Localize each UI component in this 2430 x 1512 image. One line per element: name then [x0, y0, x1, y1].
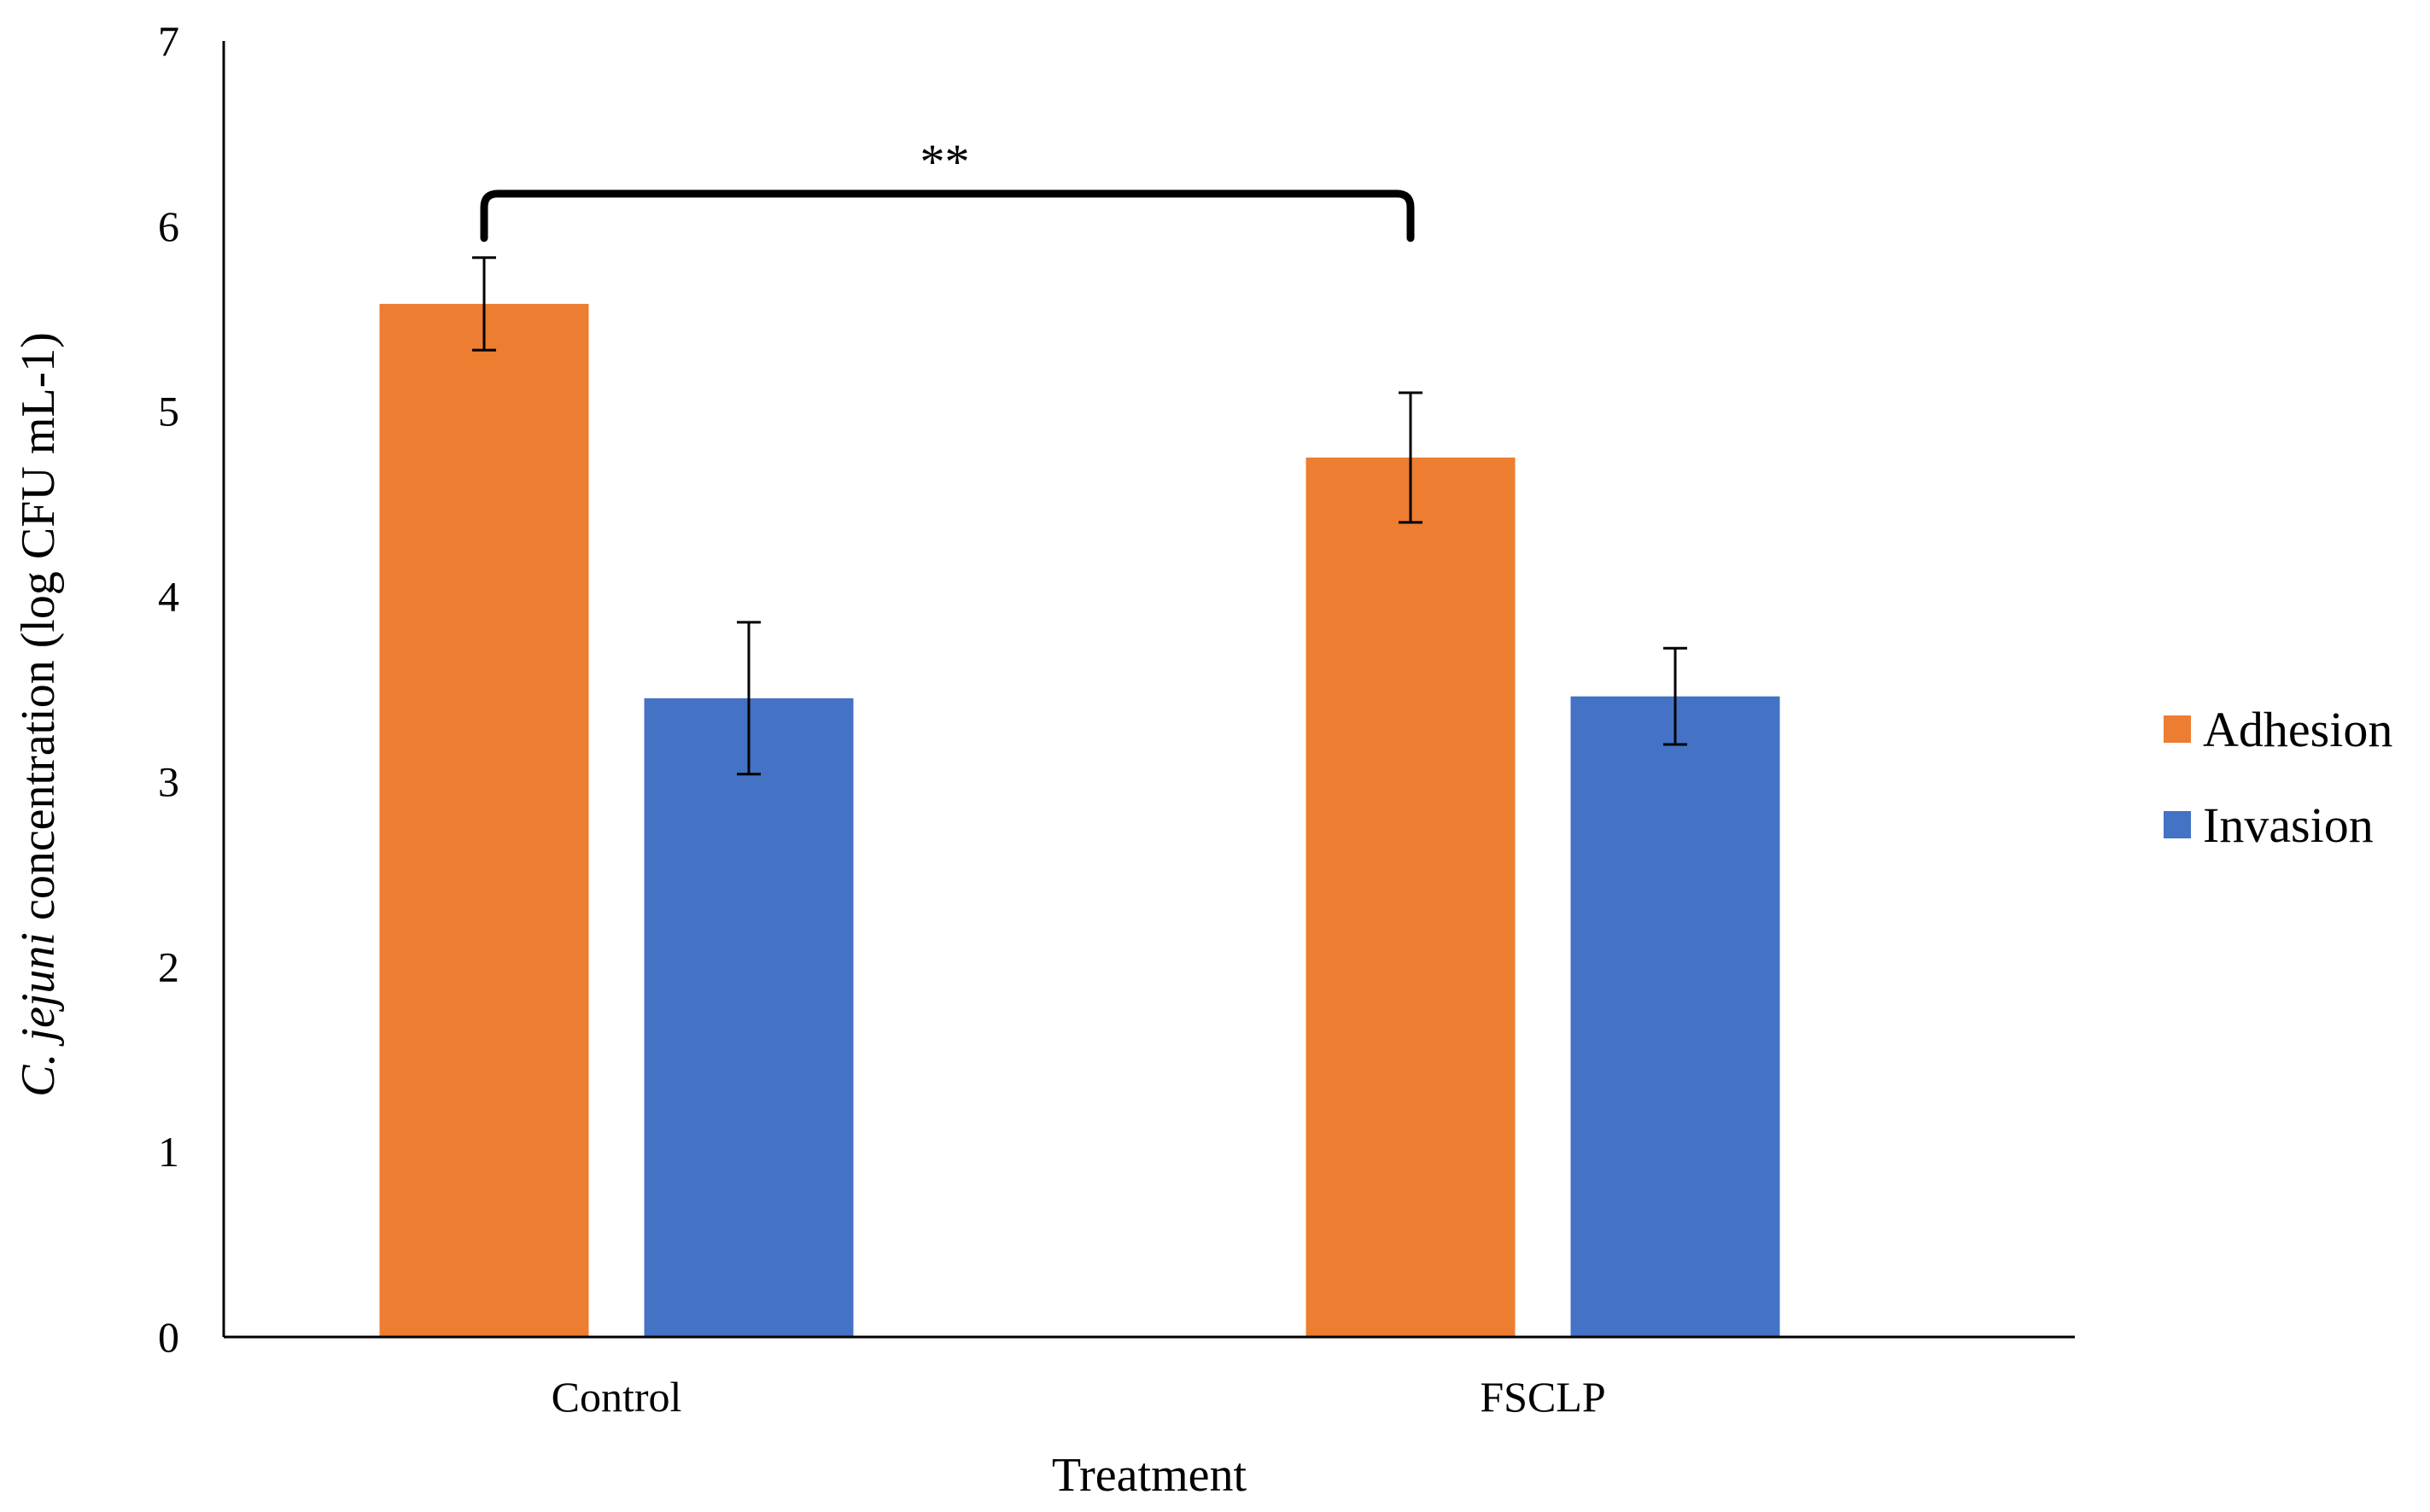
legend: Adhesion Invasion — [2164, 702, 2392, 853]
legend-swatch-adhesion — [2164, 715, 2191, 743]
error-bar — [1399, 391, 1422, 524]
y-tick-label: 7 — [158, 17, 179, 65]
bar-adhesion-control — [379, 303, 589, 1337]
significance-bracket — [480, 190, 1415, 242]
y-axis-title-species: C. jejuni — [12, 932, 65, 1097]
x-tick-label: Control — [552, 1373, 682, 1421]
x-axis-title: Treatment — [1052, 1449, 1247, 1502]
error-bar — [737, 621, 761, 776]
y-tick-label: 6 — [158, 202, 179, 250]
y-tick-label: 3 — [158, 757, 179, 805]
y-tick-label: 0 — [158, 1313, 179, 1361]
y-tick-label: 5 — [158, 388, 179, 435]
bar-invasion-fsclp — [1570, 696, 1780, 1337]
y-axis-ticks: 0 1 2 3 4 5 6 7 — [158, 17, 179, 1361]
legend-label-invasion: Invasion — [2203, 797, 2374, 853]
error-bar — [472, 256, 496, 352]
x-tick-label: FSCLP — [1480, 1373, 1605, 1421]
y-tick-label: 1 — [158, 1128, 179, 1176]
y-axis-title-units: concentration (log CFU mL-1) — [12, 332, 65, 932]
legend-label-adhesion: Adhesion — [2203, 702, 2392, 757]
significance-label: ** — [920, 134, 970, 190]
legend-swatch-invasion — [2164, 811, 2191, 838]
error-bars-group — [472, 256, 1687, 776]
significance-annotation: ** — [480, 134, 1415, 242]
x-axis-ticks: Control FSCLP — [552, 1373, 1606, 1421]
error-bar — [1663, 646, 1687, 746]
y-tick-label: 2 — [158, 943, 179, 990]
bar-invasion-control — [644, 698, 854, 1337]
y-tick-label: 4 — [158, 573, 179, 621]
bars-group — [379, 303, 1780, 1337]
y-axis-title: C. jejuni concentration (log CFU mL-1) — [12, 332, 65, 1097]
bar-adhesion-fsclp — [1306, 457, 1516, 1337]
